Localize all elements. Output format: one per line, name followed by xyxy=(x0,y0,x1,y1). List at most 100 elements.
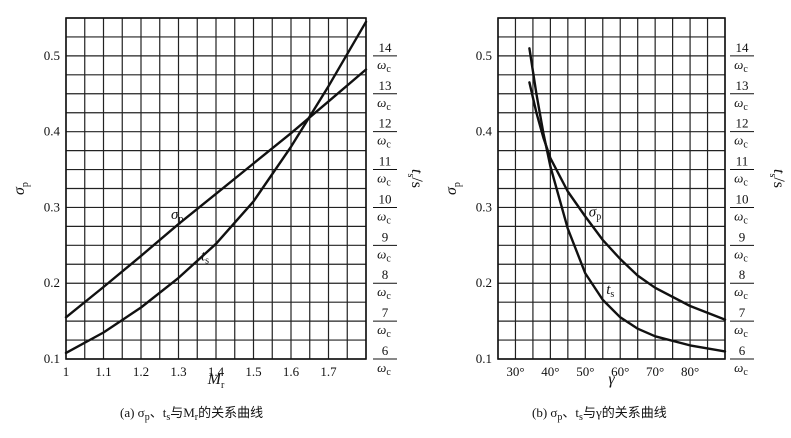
x-tick-label: 1.3 xyxy=(170,364,186,379)
y2-tick-numerator: 8 xyxy=(382,267,389,282)
x-tick-label: 60° xyxy=(611,364,629,379)
y2-tick-denominator: ωc xyxy=(734,133,748,151)
y-tick-label: 0.1 xyxy=(476,351,492,366)
y2-tick-denominator: ωc xyxy=(377,133,391,151)
series-line-s xyxy=(528,47,727,353)
y2-tick-numerator: 9 xyxy=(382,229,389,244)
y2-tick-label: 13 ωc xyxy=(730,78,754,113)
y2-tick-denominator: ωc xyxy=(377,95,391,113)
y2-tick-numerator: 14 xyxy=(379,40,393,55)
y2-tick-label: 10 ωc xyxy=(373,191,397,226)
y-tick-label: 0.5 xyxy=(44,48,60,63)
y2-tick-label: 12 ωc xyxy=(373,116,397,151)
y-tick-label: 0.1 xyxy=(44,351,60,366)
y2-tick-denominator: ωc xyxy=(377,57,391,75)
y2-tick-numerator: 11 xyxy=(736,154,749,169)
y2-tick-numerator: 6 xyxy=(382,343,389,358)
y2-tick-numerator: 13 xyxy=(736,78,749,93)
x-axis-title: γ xyxy=(608,371,615,388)
y2-tick-denominator: ωc xyxy=(734,360,748,378)
x-tick-label: 1.4 xyxy=(208,364,225,379)
y2-tick-denominator: ωc xyxy=(377,284,391,302)
x-tick-label: 30° xyxy=(506,364,524,379)
y2-axis-title: ts/s xyxy=(405,169,425,188)
y2-tick-denominator: ωc xyxy=(734,246,748,264)
x-tick-label: 1.6 xyxy=(283,364,300,379)
series-label-s: ts xyxy=(201,248,209,266)
y2-tick-denominator: ωc xyxy=(734,284,748,302)
y2-tick-denominator: ωc xyxy=(377,322,391,340)
y2-tick-label: 14 ωc xyxy=(730,40,754,75)
grid xyxy=(497,17,726,360)
y-tick-label: 0.2 xyxy=(476,275,492,290)
y2-tick-label: 12 ωc xyxy=(730,116,754,151)
y2-tick-denominator: ωc xyxy=(377,171,391,189)
x-tick-label: 40° xyxy=(541,364,559,379)
chart-panel-a: 0.1 0.2 0.3 0.4 0.5 1 1.1 1.2 1.3 1.4 1.5 1.6 1.7 6 ωc… xyxy=(11,17,425,423)
y2-tick-label: 11 ωc xyxy=(730,154,754,189)
chart-panel-b: 0.10.20.30.40.530° 40° 50° 60° 70° 80°6ωc7ωc8… xyxy=(443,17,787,423)
y-tick-label: 0.3 xyxy=(44,199,60,214)
series-line-p xyxy=(528,81,727,321)
y2-tick-label: 8 ωc xyxy=(730,267,754,302)
y2-tick-numerator: 10 xyxy=(379,191,392,206)
x-tick-label: 80° xyxy=(681,364,699,379)
y2-tick-denominator: ωc xyxy=(734,208,748,226)
y2-axis-title: ts/s xyxy=(767,169,787,188)
series-label-p: σp xyxy=(589,205,601,223)
y2-tick-label: 7 ωc xyxy=(730,305,754,340)
y2-tick-numerator: 13 xyxy=(379,78,392,93)
x-tick-label: 70° xyxy=(646,364,664,379)
y2-tick-label: 11 ωc xyxy=(373,154,397,189)
y2-tick-denominator: ωc xyxy=(734,57,748,75)
y2-tick-denominator: ωc xyxy=(377,360,391,378)
y2-tick-label: 6 ωc xyxy=(730,343,754,378)
y2-tick-numerator: 11 xyxy=(379,154,392,169)
y-axis-title: σp xyxy=(11,182,31,195)
y-tick-label: 0.4 xyxy=(476,124,493,139)
series-line-p xyxy=(64,68,368,319)
y2-tick-label: 10 ωc xyxy=(730,191,754,226)
chart-caption: (a) σp、ts与Mr的关系曲线 xyxy=(120,405,263,423)
y2-tick-denominator: ωc xyxy=(377,208,391,226)
grid xyxy=(65,17,367,360)
y2-tick-numerator: 10 xyxy=(736,191,749,206)
series-label-p: σp xyxy=(171,207,183,225)
y2-tick-label: 13 ωc xyxy=(373,78,397,113)
y2-tick-numerator: 14 xyxy=(736,40,750,55)
y2-tick-numerator: 9 xyxy=(739,229,746,244)
x-tick-label: 1.5 xyxy=(245,364,261,379)
y2-tick-label: 8 ωc xyxy=(373,267,397,302)
x-tick-label: 1.1 xyxy=(95,364,111,379)
y-tick-label: 0.2 xyxy=(44,275,60,290)
series-line-s xyxy=(64,20,368,355)
x-tick-label: 1.7 xyxy=(320,364,337,379)
y2-tick-numerator: 12 xyxy=(379,116,392,131)
y-axis-title: σp xyxy=(443,182,463,195)
y2-tick-label: 14 ωc xyxy=(373,40,397,75)
y2-tick-denominator: ωc xyxy=(734,322,748,340)
y2-tick-label: 9 ωc xyxy=(373,229,397,264)
x-tick-label: 1 xyxy=(63,364,70,379)
y2-tick-denominator: ωc xyxy=(377,246,391,264)
y2-tick-numerator: 6 xyxy=(739,343,746,358)
y2-tick-label: 9 ωc xyxy=(730,229,754,264)
plot-frame xyxy=(65,17,367,360)
y2-tick-numerator: 7 xyxy=(739,305,746,320)
y2-tick-numerator: 7 xyxy=(382,305,389,320)
y2-tick-denominator: ωc xyxy=(734,171,748,189)
plot-frame xyxy=(497,17,726,360)
y2-tick-label: 6 ωc xyxy=(373,343,397,378)
x-tick-label: 50° xyxy=(576,364,594,379)
y-tick-label: 0.4 xyxy=(44,124,61,139)
y2-tick-numerator: 12 xyxy=(736,116,749,131)
y2-tick-label: 7 ωc xyxy=(373,305,397,340)
x-axis-title: Mr xyxy=(207,371,225,391)
y-tick-label: 0.3 xyxy=(476,199,492,214)
series-label-s: ts xyxy=(606,282,614,300)
y2-tick-denominator: ωc xyxy=(734,95,748,113)
x-tick-label: 1.2 xyxy=(133,364,149,379)
y2-tick-numerator: 8 xyxy=(739,267,746,282)
y-tick-label: 0.5 xyxy=(476,48,492,63)
